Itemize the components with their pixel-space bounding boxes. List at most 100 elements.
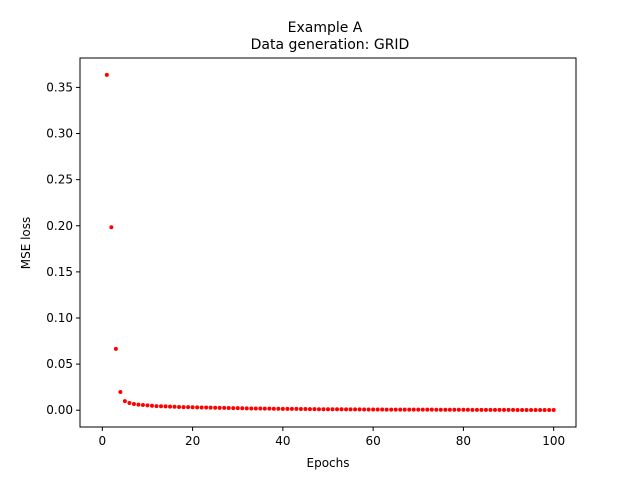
data-point: [262, 406, 267, 411]
data-point: [312, 407, 317, 412]
data-point: [452, 407, 457, 412]
data-point: [159, 404, 164, 409]
data-point: [447, 407, 452, 412]
data-point: [249, 406, 254, 411]
y-tick-label: 0.25: [46, 173, 73, 187]
data-point: [420, 407, 425, 412]
y-tick-label: 0.10: [46, 311, 73, 325]
data-point: [326, 407, 330, 412]
data-point: [538, 407, 543, 412]
data-point: [362, 407, 367, 412]
data-point: [389, 407, 394, 412]
data-point: [145, 403, 150, 408]
data-point: [168, 404, 173, 409]
plot-frame: [79, 57, 577, 428]
data-point: [434, 407, 439, 412]
data-point: [163, 404, 168, 409]
data-point: [366, 407, 371, 412]
data-point: [515, 407, 520, 412]
data-point: [285, 406, 290, 411]
y-tick-label: 0.00: [46, 403, 73, 417]
x-tick-label: 0: [99, 434, 107, 448]
data-point: [298, 407, 303, 412]
data-point: [240, 406, 245, 411]
data-point: [253, 406, 258, 411]
data-point: [375, 407, 380, 412]
y-axis-ticks: 0.00 0.05 0.10 0.15 0.20 0.25 0.30 0.35: [46, 80, 80, 417]
data-point: [520, 407, 525, 412]
data-point: [190, 405, 195, 410]
data-point: [438, 407, 443, 412]
chart-subtitle: Data generation: GRID: [251, 37, 410, 53]
data-point: [371, 407, 376, 412]
x-tick-label: 100: [542, 434, 565, 448]
data-point: [199, 405, 204, 410]
data-point: [258, 406, 263, 411]
data-point: [181, 405, 186, 410]
data-point: [321, 407, 326, 412]
data-point: [118, 390, 123, 395]
data-point: [217, 405, 222, 410]
data-point: [425, 407, 430, 412]
data-point: [280, 406, 285, 411]
data-point: [289, 406, 294, 411]
data-point: [104, 72, 109, 77]
data-points: [104, 72, 556, 412]
data-point: [384, 407, 389, 412]
data-point: [231, 406, 236, 411]
x-axis-ticks: 0 20 40 60 80 100: [99, 427, 565, 448]
data-point: [276, 406, 281, 411]
data-point: [335, 407, 340, 412]
data-point: [488, 407, 493, 412]
data-point: [177, 404, 182, 409]
data-point: [429, 407, 434, 412]
data-point: [348, 407, 353, 412]
y-tick-label: 0.35: [46, 80, 73, 94]
chart-title: Example A: [288, 20, 363, 36]
data-point: [511, 407, 516, 412]
data-point: [344, 407, 349, 412]
data-point: [533, 407, 538, 412]
data-point: [339, 407, 344, 412]
data-point: [294, 406, 299, 411]
data-point: [222, 405, 227, 410]
data-point: [542, 407, 547, 412]
data-point: [113, 346, 118, 351]
data-point: [244, 406, 249, 411]
y-tick-label: 0.15: [46, 265, 73, 279]
data-point: [502, 407, 507, 412]
data-point: [416, 407, 421, 412]
y-tick-label: 0.30: [46, 127, 73, 141]
data-point: [547, 407, 552, 412]
data-point: [195, 405, 200, 410]
data-point: [267, 406, 272, 411]
data-point: [474, 407, 479, 412]
data-point: [465, 407, 470, 412]
data-point: [398, 407, 403, 412]
data-point: [393, 407, 398, 412]
data-point: [357, 407, 362, 412]
data-point: [411, 407, 416, 412]
y-tick-label: 0.20: [46, 219, 73, 233]
data-point: [524, 407, 529, 412]
data-point: [204, 405, 209, 410]
data-point: [271, 406, 276, 411]
data-point: [226, 406, 231, 411]
data-point: [186, 405, 191, 410]
data-point: [154, 404, 159, 409]
data-point: [461, 407, 466, 412]
data-point: [109, 225, 114, 230]
data-point: [330, 407, 335, 412]
y-tick-label: 0.05: [46, 357, 73, 371]
data-point: [380, 407, 385, 412]
x-tick-label: 20: [185, 434, 200, 448]
data-point: [470, 407, 475, 412]
data-point: [131, 401, 136, 406]
data-point: [213, 405, 218, 410]
data-point: [443, 407, 448, 412]
data-point: [456, 407, 461, 412]
data-point: [492, 407, 497, 412]
data-point: [551, 407, 556, 412]
